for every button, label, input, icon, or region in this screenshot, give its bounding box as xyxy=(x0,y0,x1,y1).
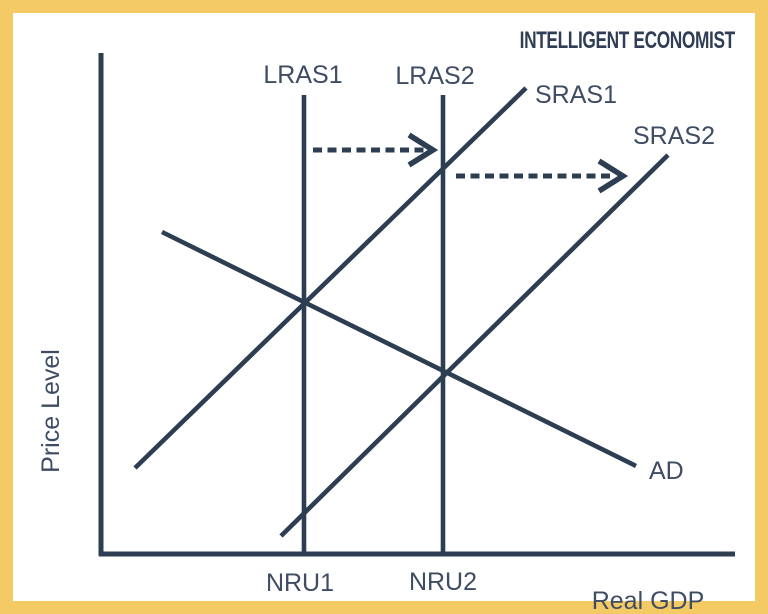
diagram-canvas: LRAS1 LRAS2 SRAS1 SRAS2 AD NRU1 NRU2 Real GDP Pr… xyxy=(13,13,755,614)
sras2-curve xyxy=(279,153,670,538)
lras2-label: LRAS2 xyxy=(395,62,474,90)
sras-shift-arrow-head-icon xyxy=(597,158,629,194)
y-axis-label: Price Level xyxy=(37,349,65,473)
sras1-curve xyxy=(133,86,528,470)
sras2-label: SRAS2 xyxy=(633,122,715,150)
ad-curve xyxy=(160,229,638,469)
brand-logo: INTELLIGENT ECONOMIST xyxy=(519,27,736,54)
nru1-tick-label: NRU1 xyxy=(266,569,334,597)
ad-as-diagram: LRAS1 LRAS2 SRAS1 SRAS2 AD NRU1 NRU2 Real GDP Pr… xyxy=(37,53,735,614)
ad-label: AD xyxy=(649,457,684,485)
sras1-label: SRAS1 xyxy=(535,81,617,109)
nru2-tick-label: NRU2 xyxy=(409,568,477,596)
lras-shift-arrow-head-icon xyxy=(407,132,439,168)
lras1-label: LRAS1 xyxy=(263,61,342,89)
x-axis-label: Real GDP xyxy=(592,587,705,614)
